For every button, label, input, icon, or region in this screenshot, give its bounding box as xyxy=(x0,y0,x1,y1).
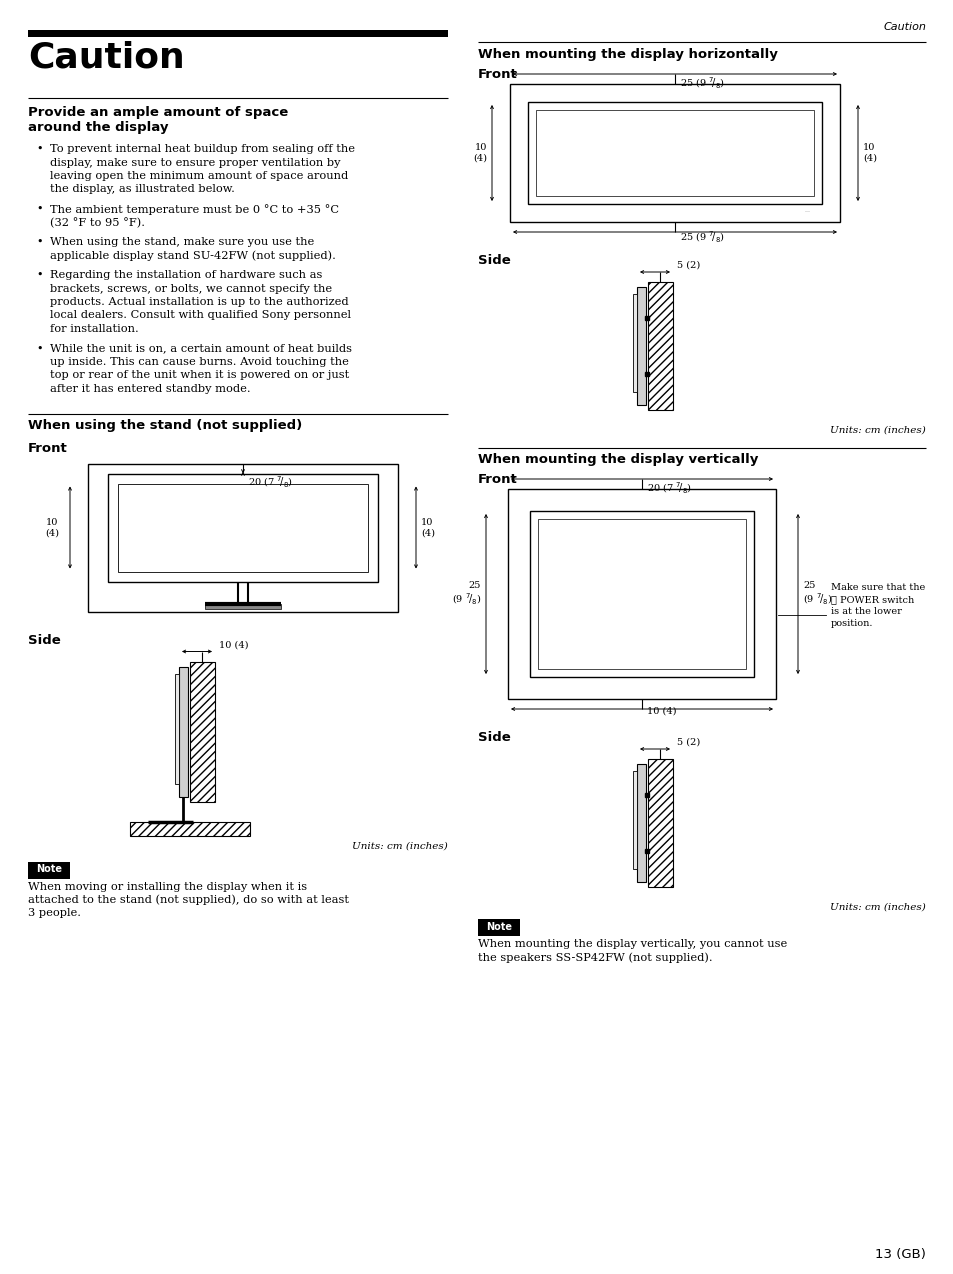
Text: When using the stand (not supplied): When using the stand (not supplied) xyxy=(28,418,302,432)
Text: 3 people.: 3 people. xyxy=(28,907,81,917)
Bar xyxy=(637,764,645,882)
Text: display, make sure to ensure proper ventilation by: display, make sure to ensure proper vent… xyxy=(50,158,340,167)
Text: When moving or installing the display when it is: When moving or installing the display wh… xyxy=(28,882,307,892)
Bar xyxy=(174,674,179,784)
Bar xyxy=(527,102,821,204)
Bar xyxy=(633,294,637,392)
Bar xyxy=(647,759,672,887)
Bar xyxy=(507,489,775,699)
Text: around the display: around the display xyxy=(28,121,169,134)
Text: 10
(4): 10 (4) xyxy=(862,143,876,163)
Text: leaving open the minimum amount of space around: leaving open the minimum amount of space… xyxy=(50,171,348,181)
Text: •: • xyxy=(36,237,43,247)
Text: Side: Side xyxy=(28,633,61,646)
Text: 5 (2): 5 (2) xyxy=(677,738,700,747)
Text: 20 (7 $^7\!/_{8}$): 20 (7 $^7\!/_{8}$) xyxy=(248,474,293,490)
Text: for installation.: for installation. xyxy=(50,324,138,334)
Text: ⏻ POWER switch: ⏻ POWER switch xyxy=(830,595,913,604)
Text: Units: cm (inches): Units: cm (inches) xyxy=(352,842,448,851)
Bar xyxy=(633,771,637,869)
Bar xyxy=(536,110,813,196)
Text: Caution: Caution xyxy=(882,22,925,32)
Text: ...: ... xyxy=(803,208,809,213)
Bar xyxy=(530,511,753,676)
Text: the speakers SS-SP42FW (not supplied).: the speakers SS-SP42FW (not supplied). xyxy=(477,952,712,963)
Text: Provide an ample amount of space: Provide an ample amount of space xyxy=(28,106,288,118)
Bar xyxy=(190,661,214,801)
Bar xyxy=(28,31,448,37)
Text: 25 (9 $^7\!/_{8}$): 25 (9 $^7\!/_{8}$) xyxy=(679,231,724,246)
Bar xyxy=(28,861,70,879)
Text: local dealers. Consult with qualified Sony personnel: local dealers. Consult with qualified So… xyxy=(50,311,351,321)
Text: 10
(4): 10 (4) xyxy=(473,143,486,163)
Text: •: • xyxy=(36,204,43,214)
Text: To prevent internal heat buildup from sealing off the: To prevent internal heat buildup from se… xyxy=(50,144,355,154)
Text: 25 (9 $^7\!/_{8}$): 25 (9 $^7\!/_{8}$) xyxy=(679,76,724,92)
Text: Make sure that the: Make sure that the xyxy=(830,583,924,592)
Bar xyxy=(477,919,519,936)
Text: Units: cm (inches): Units: cm (inches) xyxy=(829,903,925,912)
Bar xyxy=(205,604,281,609)
Text: When mounting the display vertically: When mounting the display vertically xyxy=(477,454,758,466)
Text: When mounting the display vertically, you cannot use: When mounting the display vertically, yo… xyxy=(477,939,786,949)
Text: Side: Side xyxy=(477,254,510,268)
Text: The ambient temperature must be 0 °C to +35 °C: The ambient temperature must be 0 °C to … xyxy=(50,204,338,215)
Text: Units: cm (inches): Units: cm (inches) xyxy=(829,426,925,434)
Bar xyxy=(108,474,377,581)
Text: While the unit is on, a certain amount of heat builds: While the unit is on, a certain amount o… xyxy=(50,344,352,353)
Text: •: • xyxy=(36,344,43,353)
Text: position.: position. xyxy=(830,619,873,628)
Text: products. Actual installation is up to the authorized: products. Actual installation is up to t… xyxy=(50,297,348,307)
Text: Front: Front xyxy=(28,442,68,455)
Bar xyxy=(637,287,645,405)
Bar xyxy=(118,484,368,572)
Text: Note: Note xyxy=(485,922,512,933)
Text: Caution: Caution xyxy=(28,39,185,74)
Text: Note: Note xyxy=(36,865,62,874)
Text: 10 (4): 10 (4) xyxy=(219,641,248,650)
Bar xyxy=(130,822,250,836)
Text: after it has entered standby mode.: after it has entered standby mode. xyxy=(50,383,251,394)
Text: Front: Front xyxy=(477,473,517,485)
Text: is at the lower: is at the lower xyxy=(830,608,901,617)
Text: 25
(9 $^7\!/_{8}$): 25 (9 $^7\!/_{8}$) xyxy=(802,581,832,608)
Text: 10 (4): 10 (4) xyxy=(646,707,676,716)
Text: Front: Front xyxy=(477,68,517,82)
Text: applicable display stand SU-42FW (not supplied).: applicable display stand SU-42FW (not su… xyxy=(50,251,335,261)
Text: 5 (2): 5 (2) xyxy=(677,261,700,270)
Bar xyxy=(647,282,672,410)
Text: top or rear of the unit when it is powered on or just: top or rear of the unit when it is power… xyxy=(50,371,349,381)
Text: •: • xyxy=(36,144,43,154)
Text: Regarding the installation of hardware such as: Regarding the installation of hardware s… xyxy=(50,270,322,280)
Text: 25
(9 $^7\!/_{8}$): 25 (9 $^7\!/_{8}$) xyxy=(451,581,480,608)
Text: When mounting the display horizontally: When mounting the display horizontally xyxy=(477,48,777,61)
Text: When using the stand, make sure you use the: When using the stand, make sure you use … xyxy=(50,237,314,247)
Text: 13 (GB): 13 (GB) xyxy=(874,1249,925,1261)
Bar xyxy=(179,666,188,796)
Bar xyxy=(537,519,745,669)
Text: 10
(4): 10 (4) xyxy=(45,517,59,538)
Text: brackets, screws, or bolts, we cannot specify the: brackets, screws, or bolts, we cannot sp… xyxy=(50,284,332,293)
Text: (32 °F to 95 °F).: (32 °F to 95 °F). xyxy=(50,218,145,228)
Text: attached to the stand (not supplied), do so with at least: attached to the stand (not supplied), do… xyxy=(28,894,349,905)
Text: 20 (7 $^7\!/_{8}$): 20 (7 $^7\!/_{8}$) xyxy=(646,482,691,497)
Bar xyxy=(510,84,840,222)
Text: the display, as illustrated below.: the display, as illustrated below. xyxy=(50,185,234,195)
Text: up inside. This can cause burns. Avoid touching the: up inside. This can cause burns. Avoid t… xyxy=(50,357,349,367)
Bar xyxy=(88,464,397,612)
Text: 10
(4): 10 (4) xyxy=(420,517,435,538)
Text: •: • xyxy=(36,270,43,280)
Text: Side: Side xyxy=(477,731,510,744)
